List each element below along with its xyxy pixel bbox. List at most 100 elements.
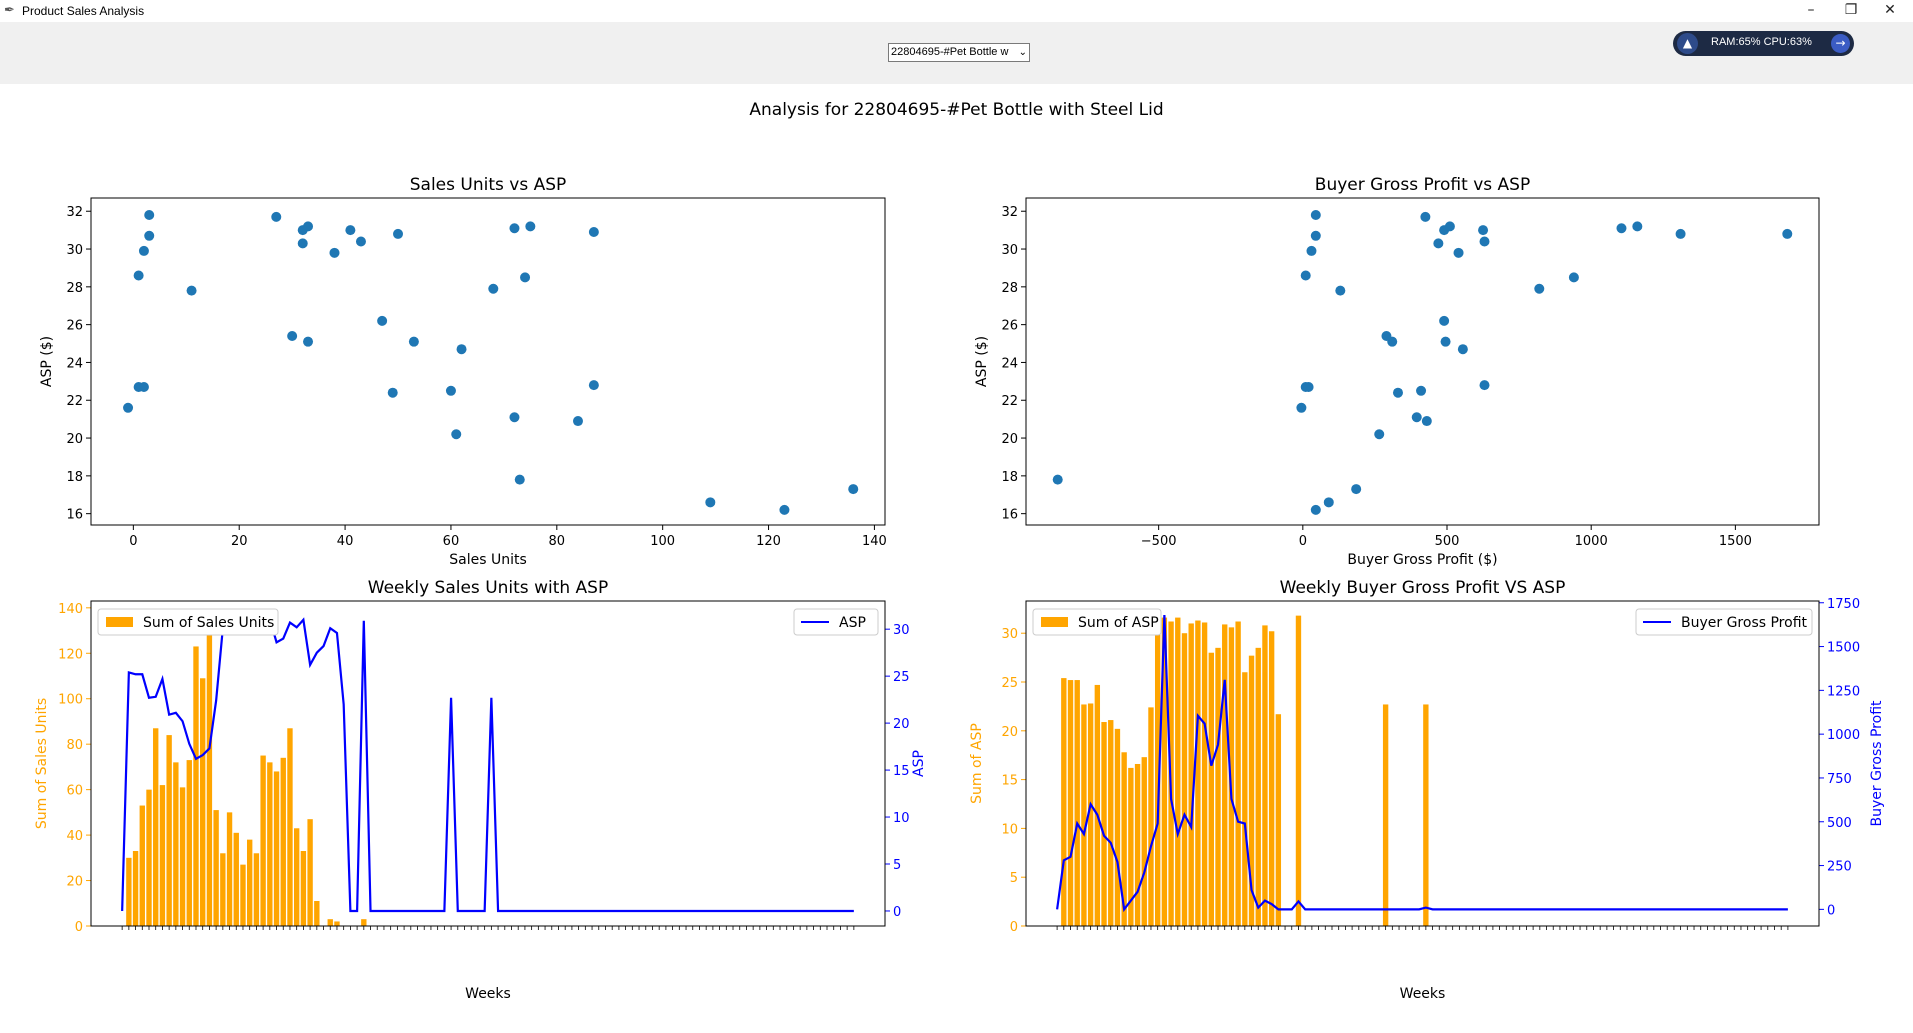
bar — [1208, 652, 1214, 926]
y-tick-label: 22 — [1001, 394, 1018, 409]
close-icon[interactable]: ✕ — [1884, 2, 1896, 18]
scatter-point — [133, 270, 144, 281]
x-axis-label: Weeks — [465, 986, 511, 1002]
y-tick-label: 25 — [1001, 676, 1018, 691]
scatter-point — [779, 504, 790, 515]
scatter-point — [186, 285, 197, 296]
series-line — [1056, 614, 1788, 913]
arrow-right-icon[interactable]: → — [1831, 34, 1850, 53]
legend-right: ASP — [793, 608, 879, 636]
product-selector[interactable]: 22804695-#Pet Bottle w ⌄ — [888, 43, 1030, 62]
feather-icon: ✒ — [4, 3, 15, 18]
y-tick-label: 140 — [58, 602, 83, 617]
bar — [166, 735, 172, 926]
y-tick-label: 18 — [1001, 470, 1018, 485]
bar — [361, 919, 367, 926]
scatter-point — [1478, 225, 1489, 236]
plot-frame — [1025, 600, 1820, 927]
bar — [1295, 615, 1302, 926]
scatter-point — [1296, 402, 1307, 413]
scatter-point — [1444, 221, 1455, 232]
bar — [132, 851, 139, 926]
y-right-tick-label: 1500 — [1827, 641, 1860, 656]
y-tick-label: 28 — [66, 281, 83, 296]
bar — [273, 771, 280, 926]
scatter-point — [705, 497, 716, 508]
rocket-icon: ▲ — [1677, 33, 1698, 54]
y-right-tick-label: 500 — [1827, 816, 1852, 831]
bar — [307, 819, 313, 926]
y-right-tick-label: 25 — [893, 670, 910, 685]
bar — [1067, 680, 1074, 926]
scatter-point — [303, 336, 314, 347]
y-tick-label: 0 — [1010, 920, 1018, 935]
y-axis-label: ASP ($) — [974, 336, 990, 387]
bar — [334, 921, 340, 926]
bar — [226, 812, 233, 926]
scatter-point — [1457, 344, 1468, 355]
scatter-point — [1439, 315, 1450, 326]
bar — [1268, 631, 1275, 926]
bar — [1114, 728, 1121, 926]
bar — [1275, 714, 1282, 926]
bar — [300, 851, 307, 926]
minimize-icon[interactable]: – — [1807, 2, 1815, 18]
scatter-point — [387, 387, 398, 398]
chart-title: Buyer Gross Profit vs ASP — [1315, 175, 1530, 195]
legend-swatch — [106, 617, 133, 627]
scatter-point — [1440, 336, 1451, 347]
bar — [247, 839, 253, 926]
x-tick-label: 1500 — [1719, 534, 1752, 549]
scatter-point — [1675, 228, 1686, 239]
scatter-point — [520, 272, 531, 283]
scatter-point — [509, 412, 520, 423]
bar — [1154, 629, 1161, 926]
bar — [1255, 647, 1261, 926]
y-tick-label: 30 — [66, 243, 83, 258]
bar — [1235, 621, 1241, 926]
bar — [1161, 617, 1168, 926]
y-tick-label: 0 — [75, 920, 83, 935]
y-tick-label: 24 — [1001, 356, 1018, 371]
y-right-tick-label: 5 — [893, 858, 901, 873]
y-right-tick-label: 1000 — [1827, 728, 1860, 743]
scatter-point — [329, 247, 340, 258]
y-right-tick-label: 1750 — [1827, 597, 1860, 612]
scatter-point — [488, 283, 499, 294]
bar — [173, 762, 179, 926]
legend-left: Sum of ASP — [1032, 608, 1162, 636]
chart-title: Sales Units vs ASP — [410, 175, 567, 195]
y-right-tick-label: 10 — [893, 811, 910, 826]
y-tick-label: 26 — [1001, 319, 1018, 334]
combo-chart-2: Weekly Buyer Gross Profit VS ASP 0 5 10 15 20… — [969, 578, 1885, 1002]
scatter-point — [1479, 236, 1490, 247]
bar — [1087, 703, 1094, 926]
bar — [253, 853, 260, 926]
bar — [260, 755, 266, 926]
y-tick-label: 80 — [66, 738, 83, 753]
bar — [1242, 672, 1248, 926]
y-tick-label: 5 — [1010, 871, 1018, 886]
scatter-point — [144, 210, 155, 221]
y-right-axis-label: Buyer Gross Profit — [1869, 700, 1885, 827]
y-tick-label: 28 — [1001, 281, 1018, 296]
legend-label: Sum of ASP — [1078, 615, 1159, 631]
maximize-icon[interactable]: ❐ — [1844, 2, 1858, 18]
scatter-point — [588, 380, 599, 391]
scatter-point — [1632, 221, 1643, 232]
legend-swatch — [1041, 617, 1068, 627]
scatter-point — [1534, 283, 1545, 294]
bar — [280, 757, 286, 926]
scatter-point — [1310, 210, 1321, 221]
resource-monitor-widget[interactable]: ▲ RAM:65% CPU:63% → — [1673, 31, 1854, 56]
scatter-point — [287, 330, 298, 341]
chart-title: Weekly Sales Units with ASP — [368, 578, 608, 598]
bar — [1121, 752, 1127, 926]
y-right-tick-label: 20 — [893, 717, 910, 732]
scatter-point — [138, 382, 149, 393]
x-tick-label: 120 — [756, 534, 781, 549]
chevron-down-icon[interactable]: ⌄ — [1016, 44, 1027, 61]
y-tick-label: 24 — [66, 356, 83, 371]
scatter-point — [572, 416, 583, 427]
